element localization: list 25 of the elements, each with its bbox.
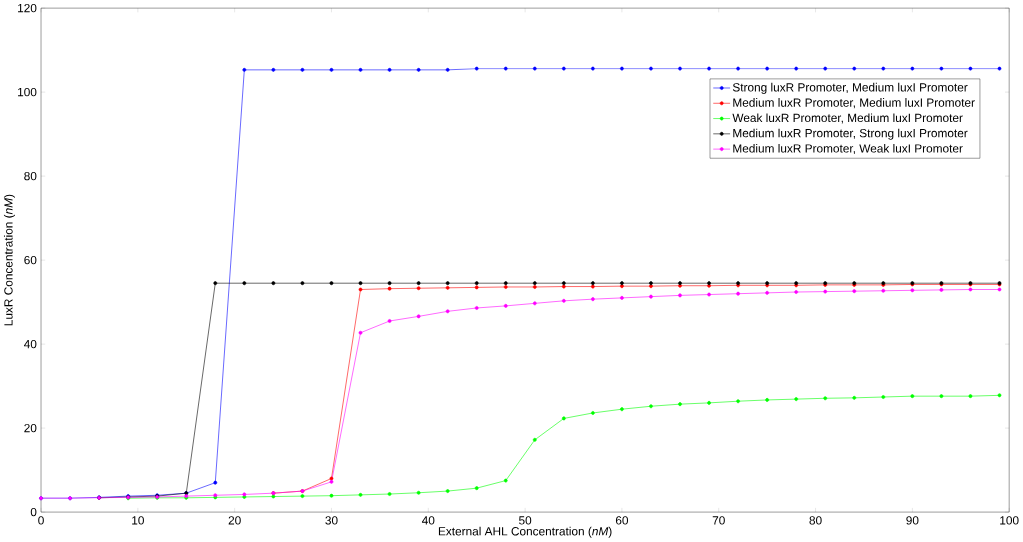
x-tick-label: 0 (38, 516, 44, 525)
legend-label: Weak luxR Promoter, Medium luxI Promoter (732, 113, 963, 124)
x-tick-label: 80 (809, 516, 822, 525)
legend-label: Strong luxR Promoter, Medium luxI Promoter (732, 82, 968, 94)
x-tick-label: 60 (615, 516, 629, 525)
y-tick-label: 100 (18, 88, 37, 97)
y-tick-label: 40 (24, 340, 37, 349)
x-tick-label: 10 (132, 516, 144, 525)
y-tick-label: 60 (24, 256, 37, 265)
y-tick-label: 120 (18, 4, 37, 13)
y-tick-label: 20 (24, 424, 37, 433)
y-tick-label: 80 (24, 172, 37, 181)
x-tick-label: 100 (1000, 516, 1019, 525)
x-tick-label: 50 (519, 516, 532, 525)
legend-label: Medium luxR Promoter, Medium luxI Promoter (733, 98, 975, 109)
x-axis-title: External AHL Concentration (nM) (438, 526, 612, 538)
y-tick-label: 0 (30, 508, 37, 517)
legend-label: Medium luxR Promoter, Weak luxI Promoter (733, 144, 963, 155)
x-tick-label: 20 (228, 516, 241, 525)
legend-label: Medium luxR Promoter, Strong luxI Promoter (733, 128, 968, 140)
x-tick-label: 90 (906, 516, 919, 525)
x-tick-label: 40 (421, 516, 435, 525)
x-tick-label: 30 (325, 516, 338, 525)
y-axis-title: LuxR Concentration (nM) (3, 194, 15, 326)
x-tick-label: 70 (712, 516, 725, 525)
